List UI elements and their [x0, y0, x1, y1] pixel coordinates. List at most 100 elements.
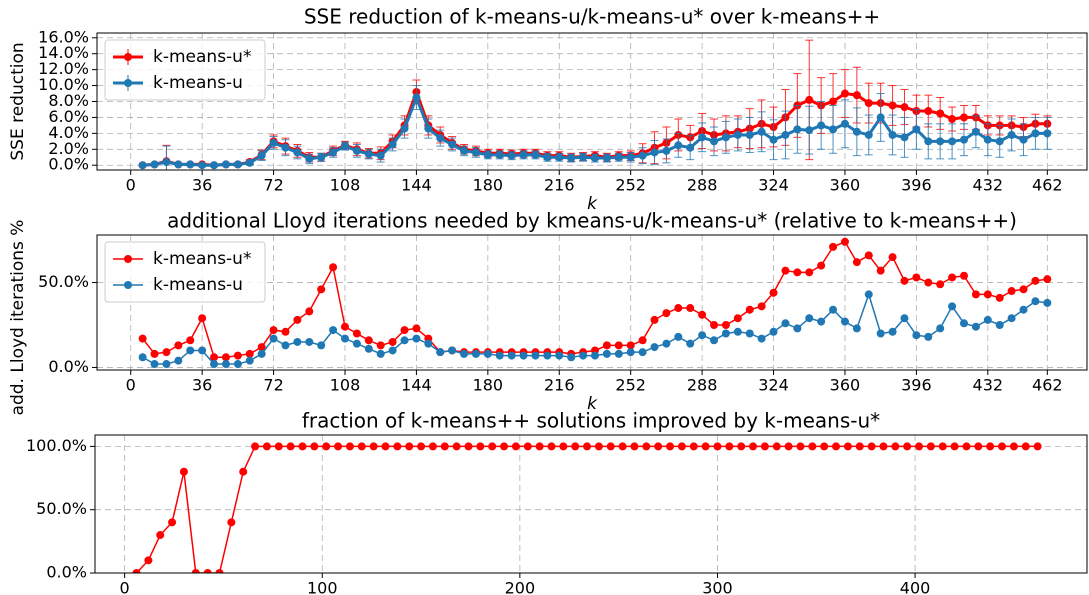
y-axis-label: add. Lloyd iterations %	[8, 220, 28, 416]
marker	[210, 360, 219, 369]
x-tick-label: 288	[687, 376, 718, 395]
marker	[948, 302, 957, 311]
x-tick-label: 180	[473, 376, 504, 395]
marker	[995, 321, 1004, 329]
marker	[745, 329, 754, 338]
marker	[900, 133, 909, 142]
marker	[305, 154, 314, 163]
axes-frame	[96, 32, 1088, 171]
marker	[186, 160, 195, 169]
marker	[1021, 442, 1030, 451]
marker	[221, 360, 230, 369]
marker	[388, 346, 397, 355]
x-tick-label: 252	[615, 176, 646, 195]
marker	[305, 307, 314, 316]
marker	[345, 442, 354, 451]
marker	[274, 442, 283, 451]
marker	[998, 442, 1007, 451]
x-tick-label: 432	[973, 376, 1004, 395]
marker	[150, 160, 159, 169]
marker	[257, 151, 266, 160]
marker	[689, 442, 698, 451]
legend-label: k-means-u	[153, 73, 243, 93]
marker	[614, 153, 623, 162]
marker	[281, 327, 290, 336]
marker	[948, 137, 957, 146]
legend-marker	[124, 255, 132, 263]
marker	[500, 442, 509, 451]
marker	[174, 160, 183, 169]
marker	[959, 113, 968, 122]
marker	[531, 351, 540, 360]
x-tick-label: 288	[687, 176, 718, 195]
marker	[1043, 129, 1052, 138]
marker	[852, 324, 861, 333]
marker	[594, 442, 603, 451]
y-tick-label: 0.0%	[48, 155, 89, 174]
marker	[227, 518, 236, 527]
marker	[757, 302, 766, 311]
marker	[476, 442, 485, 451]
chart-title: additional Lloyd iterations needed by km…	[167, 209, 1017, 233]
marker	[757, 334, 766, 343]
marker	[650, 315, 659, 324]
y-tick-label: 14.0%	[38, 43, 89, 62]
marker	[162, 158, 171, 167]
x-axis-label: k	[587, 194, 598, 214]
marker	[650, 148, 659, 157]
marker	[626, 341, 635, 350]
x-tick-label: 36	[192, 176, 212, 195]
marker	[638, 336, 647, 345]
y-tick-label: 8.0%	[48, 91, 89, 110]
marker	[733, 130, 742, 139]
marker	[876, 113, 885, 122]
marker	[138, 161, 147, 170]
marker	[257, 349, 266, 358]
series	[132, 442, 1042, 573]
marker	[400, 336, 409, 345]
marker	[638, 348, 647, 357]
marker	[710, 336, 719, 345]
x-tick-label: 216	[544, 376, 575, 395]
y-axis-label: SSE reduction	[8, 42, 28, 160]
marker	[340, 322, 349, 331]
x-tick-label: 0	[120, 579, 130, 595]
x-tick-label: 396	[901, 176, 932, 195]
series	[138, 237, 1052, 362]
plot-area	[97, 235, 1087, 370]
marker	[829, 242, 838, 251]
marker	[864, 251, 873, 260]
marker	[796, 442, 805, 451]
marker	[959, 271, 968, 280]
marker	[962, 442, 971, 451]
marker	[519, 150, 528, 159]
marker	[867, 442, 876, 451]
y-tick-label: 10.0%	[38, 75, 89, 94]
marker	[674, 141, 683, 150]
x-tick-label: 180	[473, 176, 504, 195]
marker	[840, 89, 849, 98]
marker	[606, 442, 615, 451]
marker	[428, 442, 437, 451]
marker	[305, 337, 314, 346]
marker	[912, 331, 921, 340]
marker	[769, 327, 778, 336]
marker	[293, 148, 302, 157]
marker	[721, 329, 730, 338]
marker	[674, 304, 683, 313]
marker	[405, 442, 414, 451]
marker	[590, 154, 599, 163]
legend-label: k-means-u*	[153, 249, 251, 269]
marker	[448, 140, 457, 149]
marker	[286, 442, 295, 451]
marker	[686, 304, 695, 313]
marker	[352, 339, 361, 348]
marker	[535, 442, 544, 451]
x-tick-label: 100	[307, 579, 338, 595]
marker	[186, 346, 195, 355]
x-tick-label: 324	[758, 176, 789, 195]
marker	[412, 334, 421, 343]
marker	[733, 314, 742, 323]
marker	[1031, 297, 1040, 306]
marker	[618, 442, 627, 451]
